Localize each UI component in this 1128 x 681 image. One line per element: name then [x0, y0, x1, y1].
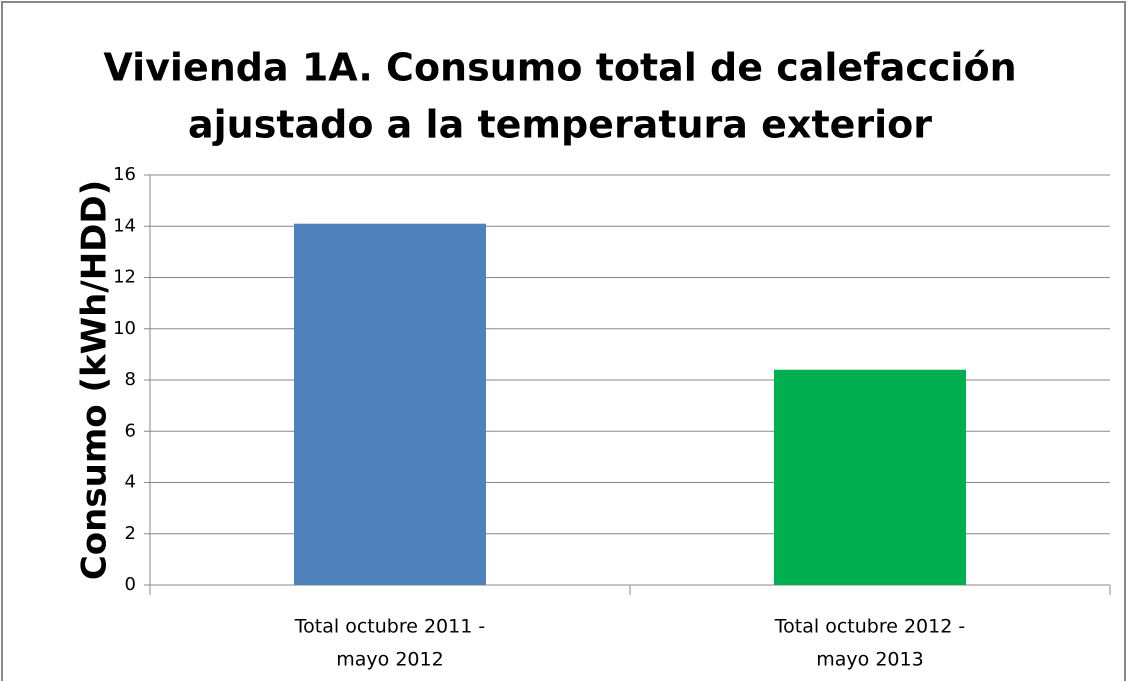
x-tick-label: Total octubre 2011 -: [294, 616, 485, 638]
y-tick-label: 2: [125, 523, 136, 544]
y-tick-label: 8: [125, 369, 136, 390]
bar: [294, 223, 486, 585]
y-tick-label: 6: [125, 420, 136, 441]
chart-title: Vivienda 1A. Consumo total de calefacció…: [103, 46, 1016, 90]
y-tick-label: 16: [113, 164, 136, 185]
x-tick-label: mayo 2012: [336, 649, 443, 671]
x-tick-label: Total octubre 2012 -: [774, 616, 965, 638]
y-tick-label: 4: [125, 472, 136, 493]
y-tick-label: 12: [113, 267, 136, 288]
y-tick-label: 0: [125, 574, 136, 595]
y-tick-label: 14: [113, 215, 136, 236]
y-axis-label: Consumo (kWh/HDD): [75, 180, 115, 580]
x-tick-label: mayo 2013: [816, 649, 923, 671]
y-tick-label: 10: [113, 318, 136, 339]
chart-title: ajustado a la temperatura exterior: [188, 103, 932, 147]
bar: [774, 369, 966, 585]
